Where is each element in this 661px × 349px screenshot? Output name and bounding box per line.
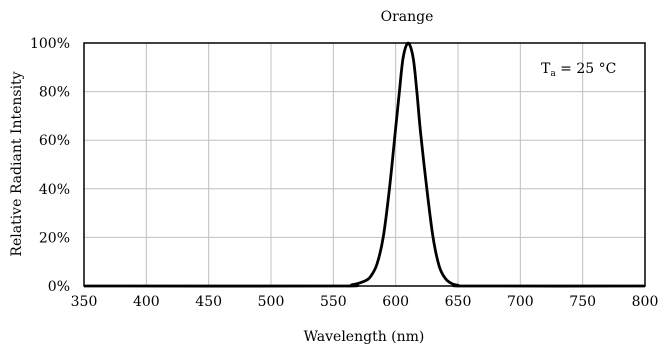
y-tick-label: 80%	[39, 85, 70, 101]
y-tick-label: 40%	[39, 182, 70, 198]
series-layer	[83, 41, 646, 288]
chart-title: Orange	[381, 9, 434, 25]
grid	[83, 42, 646, 287]
x-tick-label: 500	[258, 294, 285, 310]
x-tick-label: 450	[195, 294, 222, 310]
x-axis-title: Wavelength (nm)	[304, 329, 425, 345]
annotation-rest: = 25 °C	[556, 61, 617, 77]
annotation-subscript: a	[550, 69, 556, 79]
y-axis-title: Relative Radiant Intensity	[9, 71, 25, 256]
x-tick-label: 350	[71, 294, 98, 310]
annotation-main: T	[541, 61, 551, 77]
y-tick-label: 0%	[48, 279, 70, 295]
x-tick-label: 600	[382, 294, 409, 310]
tick-labels: 350 400 450 500 550 600 650 700 750 800 0% 20% 40% 60…	[30, 36, 658, 310]
x-tick-label: 400	[133, 294, 160, 310]
x-tick-label: 550	[320, 294, 347, 310]
spectrum-line	[83, 41, 646, 288]
x-tick-label: 700	[507, 294, 534, 310]
x-tick-label: 750	[569, 294, 596, 310]
y-tick-label: 60%	[39, 133, 70, 149]
temperature-annotation: Ta = 25 °C	[541, 61, 616, 79]
x-tick-label: 800	[632, 294, 659, 310]
x-tick-label: 650	[445, 294, 472, 310]
y-tick-label: 100%	[30, 36, 70, 52]
plot-frame	[83, 42, 646, 287]
y-tick-label: 20%	[39, 230, 70, 246]
